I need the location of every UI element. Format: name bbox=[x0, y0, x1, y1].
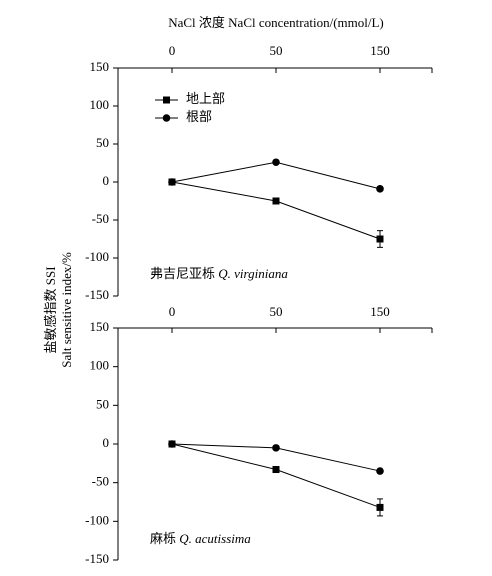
legend-label: 根部 bbox=[186, 109, 212, 124]
y-tick-label: 0 bbox=[103, 435, 110, 450]
y-tick-label: -150 bbox=[85, 551, 109, 566]
series-line bbox=[171, 443, 381, 508]
panel-label-latin: Q. acutissima bbox=[179, 531, 251, 546]
panel-label-latin: Q. virginiana bbox=[218, 266, 288, 281]
marker bbox=[272, 444, 280, 452]
panel-label-cn: 麻栎 bbox=[150, 531, 176, 546]
y-axis-title: 盐敏感指数 SSI bbox=[43, 266, 58, 353]
x-tick-label: 50 bbox=[270, 304, 283, 319]
marker bbox=[162, 114, 171, 122]
y-tick-label: 150 bbox=[90, 59, 110, 74]
panel-label: 麻栎 Q. acutissima bbox=[150, 531, 251, 546]
series-line bbox=[171, 181, 381, 240]
x-tick-label: 50 bbox=[270, 43, 283, 58]
marker bbox=[272, 466, 280, 474]
marker bbox=[272, 158, 280, 167]
y-tick-label: 50 bbox=[96, 396, 109, 411]
y-tick-label: 100 bbox=[90, 97, 110, 112]
marker bbox=[376, 185, 384, 193]
y-tick-label: 0 bbox=[103, 173, 110, 188]
x-tick-label: 150 bbox=[370, 304, 390, 319]
marker bbox=[376, 467, 384, 475]
y-tick-label: -50 bbox=[92, 211, 109, 226]
panel-label: 弗吉尼亚栎 Q. virginiana bbox=[150, 266, 288, 281]
x-tick-label: 150 bbox=[370, 43, 390, 58]
marker bbox=[272, 197, 280, 205]
y-axis-title: Salt sensitive index/% bbox=[59, 252, 74, 368]
marker bbox=[168, 178, 176, 186]
series-line bbox=[171, 161, 381, 190]
y-tick-label: -50 bbox=[92, 474, 109, 489]
y-tick-label: 100 bbox=[90, 358, 110, 373]
y-tick-label: 50 bbox=[96, 135, 109, 150]
marker bbox=[376, 235, 384, 243]
y-tick-label: -100 bbox=[85, 249, 109, 264]
marker bbox=[376, 503, 384, 511]
legend-label: 地上部 bbox=[186, 91, 225, 106]
panel-label-cn: 弗吉尼亚栎 bbox=[150, 266, 215, 281]
marker bbox=[163, 96, 170, 104]
x-axis-title: NaCl 浓度 NaCl concentration/(mmol/L) bbox=[168, 15, 384, 30]
marker bbox=[168, 440, 176, 448]
y-tick-label: -150 bbox=[85, 287, 109, 302]
x-tick-label: 0 bbox=[169, 304, 176, 319]
y-tick-label: -100 bbox=[85, 512, 109, 527]
x-tick-label: 0 bbox=[169, 43, 176, 58]
y-tick-label: 150 bbox=[90, 319, 110, 334]
